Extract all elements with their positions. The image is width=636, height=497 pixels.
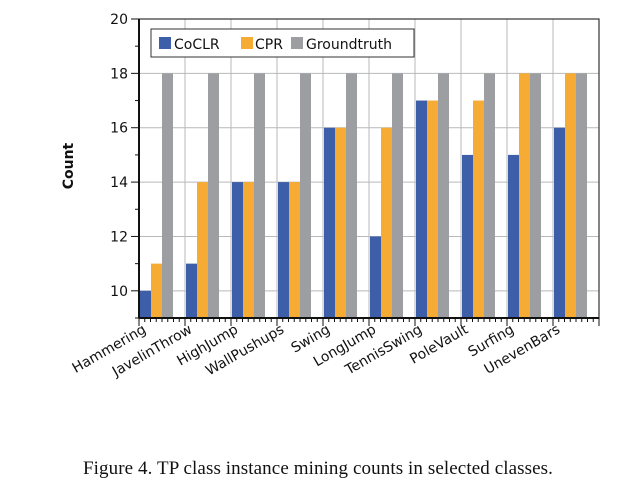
y-axis: 10 12 14 16 18 20 xyxy=(110,12,139,319)
bar-groundtruth-highjump xyxy=(254,73,265,318)
bar-groundtruth-longjump xyxy=(392,73,403,318)
y-tick-label: 10 xyxy=(110,284,128,300)
figure-caption: Figure 4. TP class instance mining count… xyxy=(82,458,554,479)
y-tick-label: 16 xyxy=(110,121,128,137)
bar-cpr-hammering xyxy=(151,263,162,318)
bar-coclr-hammering xyxy=(140,290,151,318)
legend-swatch-groundtruth xyxy=(291,37,303,49)
y-axis-title: Count xyxy=(61,142,77,189)
bar-groundtruth-unevenbars xyxy=(576,73,587,318)
legend-swatch-cpr xyxy=(241,37,253,49)
x-axis: HammeringJavelinThrowHighJumpWallPushups… xyxy=(70,318,600,381)
bar-coclr-javelinthrow xyxy=(186,263,197,318)
bar-coclr-tennisswing xyxy=(416,100,427,318)
bar-coclr-surfing xyxy=(508,154,519,318)
legend-swatch-coclr xyxy=(159,37,171,49)
bar-coclr-longjump xyxy=(370,236,381,318)
bar-cpr-swing xyxy=(335,127,346,319)
bars xyxy=(140,73,587,319)
legend-label-groundtruth: Groundtruth xyxy=(306,37,392,53)
bar-groundtruth-hammering xyxy=(162,73,173,318)
bar-groundtruth-swing xyxy=(346,73,357,318)
legend-label-coclr: CoCLR xyxy=(174,37,220,53)
bar-cpr-longjump xyxy=(381,127,392,319)
bar-groundtruth-tennisswing xyxy=(438,73,449,318)
bar-cpr-javelinthrow xyxy=(197,182,208,318)
legend: CoCLR CPR Groundtruth xyxy=(150,28,415,58)
bar-cpr-highjump xyxy=(243,182,254,318)
bar-coclr-wallpushups xyxy=(278,182,289,318)
bar-groundtruth-wallpushups xyxy=(300,73,311,318)
bar-cpr-unevenbars xyxy=(565,73,576,318)
bar-chart: 10 12 14 16 18 20 HammeringJavelinThrowHighJu… xyxy=(61,12,600,381)
bar-coclr-unevenbars xyxy=(554,127,565,319)
y-tick-label: 12 xyxy=(110,229,128,245)
x-tick-label: WallPushups xyxy=(203,322,287,380)
bar-groundtruth-polevault xyxy=(484,73,495,318)
bar-cpr-tennisswing xyxy=(427,100,438,318)
bar-cpr-surfing xyxy=(519,73,530,318)
bar-cpr-polevault xyxy=(473,100,484,318)
bar-cpr-wallpushups xyxy=(289,182,300,318)
y-tick-label: 18 xyxy=(110,66,128,82)
grid-lines xyxy=(139,19,599,318)
bar-groundtruth-surfing xyxy=(530,73,541,318)
y-tick-label: 20 xyxy=(110,12,128,28)
legend-label-cpr: CPR xyxy=(255,37,283,53)
bar-coclr-swing xyxy=(324,127,335,319)
bar-coclr-highjump xyxy=(232,182,243,318)
bar-groundtruth-javelinthrow xyxy=(208,73,219,318)
y-tick-label: 14 xyxy=(110,175,128,191)
legend-box xyxy=(150,28,415,58)
bar-coclr-polevault xyxy=(462,154,473,318)
